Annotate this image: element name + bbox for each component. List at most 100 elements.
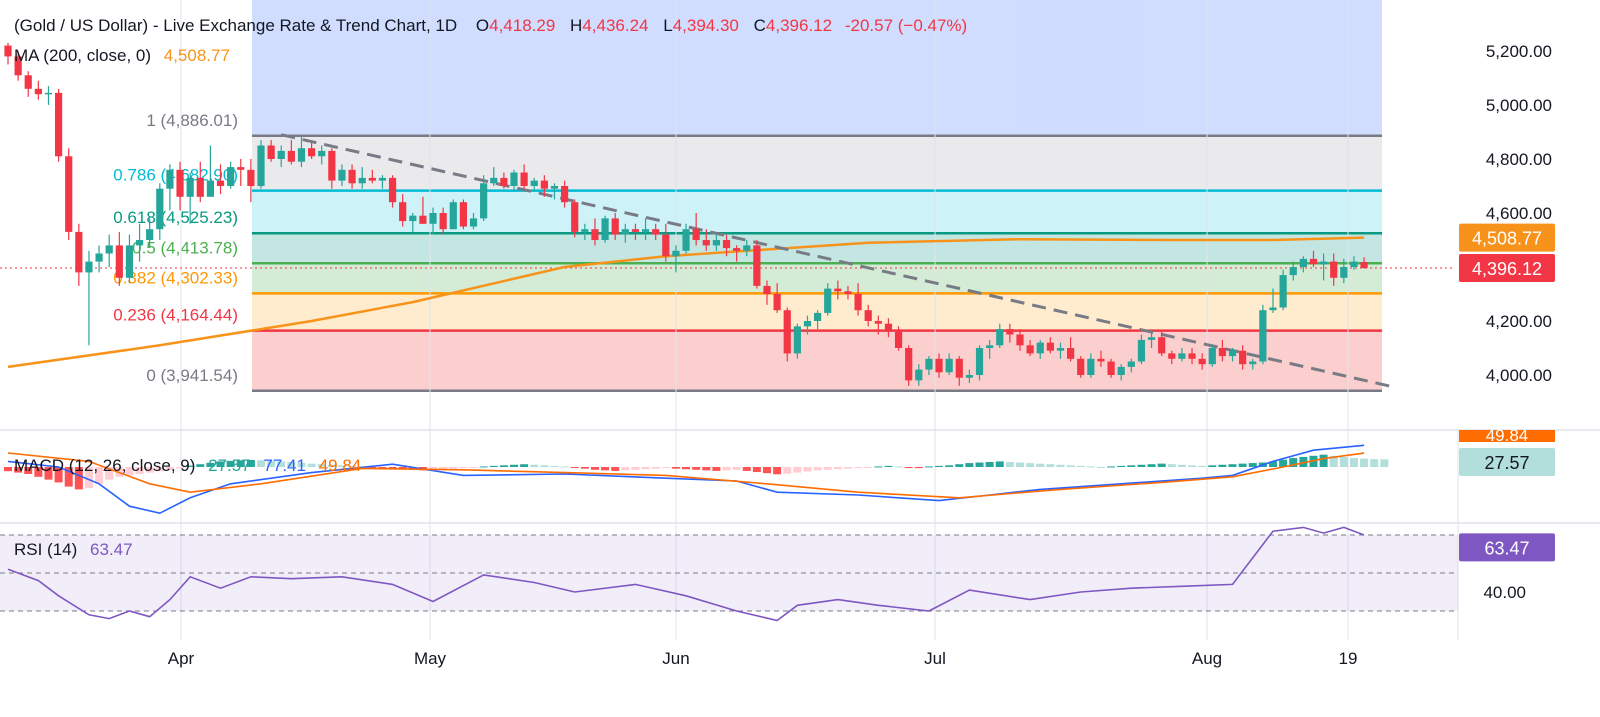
macd-histogram-bar — [1349, 458, 1358, 467]
candle-body — [1077, 358, 1085, 375]
candle-body — [388, 177, 397, 203]
time-axis-tick: Jul — [924, 649, 946, 668]
macd-histogram-bar — [1370, 459, 1379, 467]
candle-body — [1006, 329, 1014, 335]
macd-histogram-bar — [1167, 464, 1176, 467]
candle-body — [227, 167, 235, 186]
candle-body — [803, 321, 812, 327]
macd-histogram-bar — [580, 467, 589, 469]
macd-histogram-bar — [398, 467, 407, 470]
change-value: -20.57 (−0.47%) — [844, 16, 968, 35]
macd-histogram-bar — [74, 467, 83, 490]
macd-histogram-bar — [489, 465, 498, 467]
macd-histogram-bar — [317, 464, 326, 467]
fib-zone-2 — [252, 233, 1382, 264]
candle-body — [338, 169, 346, 181]
macd-histogram-bar — [1188, 465, 1197, 467]
macd-histogram-bar — [712, 467, 721, 471]
macd-histogram-bar — [1339, 456, 1348, 467]
macd-histogram-bar — [601, 467, 610, 471]
hist-axis-label: 27.57 — [1484, 453, 1529, 473]
candle-body — [874, 321, 882, 324]
trendline — [280, 133, 1395, 389]
price-label-text: 4,508.77 — [1472, 229, 1542, 249]
price-label-text: 4,396.12 — [1472, 259, 1542, 279]
candle-body — [328, 150, 336, 181]
candle-body — [1269, 307, 1277, 311]
candle-body — [490, 177, 498, 184]
macd-line — [7, 444, 1365, 515]
candle-body — [1046, 342, 1054, 351]
macd-histogram-bar — [975, 462, 984, 467]
fib-zone-0 — [252, 135, 1382, 191]
candle-body — [1137, 339, 1146, 362]
candle-body — [125, 245, 134, 278]
candle-body — [1097, 358, 1105, 362]
macd-histogram-bar — [995, 461, 1004, 467]
macd-histogram-bar — [1248, 463, 1257, 467]
macd-histogram-bar — [894, 466, 903, 468]
macd-histogram-bar — [692, 467, 701, 470]
time-axis-tick: 19 — [1339, 649, 1358, 668]
rsi-axis-label-box — [1459, 533, 1555, 562]
candle-body — [196, 177, 204, 197]
macd-histogram-bar — [4, 467, 12, 472]
candle-body — [884, 323, 893, 332]
macd-histogram-bar — [965, 463, 974, 467]
macd-histogram-bar — [95, 467, 104, 484]
chart-header: (Gold / US Dollar) - Live Exchange Rate … — [14, 16, 967, 36]
fib-label-0.236: 0.236 (4,164.44) — [113, 306, 238, 325]
candle-body — [1188, 353, 1196, 359]
candle-body — [925, 358, 933, 370]
open-label: O — [475, 16, 490, 35]
macd-histogram-bar — [459, 467, 468, 469]
candle-body — [611, 218, 619, 235]
macd-histogram-bar — [1177, 464, 1186, 467]
macd-histogram-bar — [773, 467, 782, 475]
macd-histogram-bar — [874, 466, 883, 468]
macd-histogram-bar — [337, 465, 346, 467]
macd-histogram-bar — [621, 467, 630, 471]
candle-body — [965, 375, 973, 378]
macd-histogram-bar — [439, 467, 448, 470]
candle-body — [844, 291, 852, 294]
candle-body — [216, 180, 225, 186]
macd-histogram-bar — [1289, 458, 1298, 467]
macd-histogram-bar — [641, 467, 650, 470]
macd-histogram-bar — [327, 464, 336, 467]
candle-body — [1340, 267, 1348, 278]
candle-body — [1067, 348, 1075, 359]
candle-body — [206, 180, 214, 197]
candle-body — [1239, 350, 1247, 365]
macd-histogram-bar — [378, 467, 387, 469]
macd-histogram-bar — [1208, 465, 1217, 467]
price-axis-tick: 5,200.00 — [1486, 42, 1552, 61]
macd-histogram-bar — [752, 467, 761, 473]
macd-histogram-bar — [1279, 459, 1288, 467]
candle-body — [500, 177, 508, 186]
candle-body — [85, 261, 93, 273]
macd-histogram-bar — [1380, 459, 1389, 467]
macd-histogram-bar — [206, 462, 215, 467]
candle-body — [1168, 353, 1176, 359]
time-axis-tick: Jun — [662, 649, 689, 668]
candle-body — [1249, 361, 1257, 365]
macd-histogram-bar — [429, 467, 438, 470]
fib-label-1: 1 (4,886.01) — [146, 111, 238, 130]
macd-histogram-bar — [864, 467, 873, 468]
macd-histogram-bar — [631, 467, 640, 470]
macd-histogram-bar — [499, 465, 508, 467]
time-axis-tick: Apr — [168, 649, 195, 668]
macd-histogram-bar — [924, 466, 933, 468]
candle-body — [1117, 366, 1125, 375]
macd-histogram-bar — [945, 465, 954, 467]
candle-body — [237, 167, 245, 170]
candle-body — [510, 172, 518, 186]
candle-body — [1320, 261, 1328, 265]
price-axis-tick: 4,800.00 — [1486, 150, 1552, 169]
candle-body — [621, 229, 629, 235]
macd-histogram-bar — [914, 467, 923, 469]
macd-histogram-bar — [682, 467, 691, 470]
macd-histogram-bar — [257, 460, 265, 467]
macd-histogram-bar — [1086, 466, 1095, 468]
